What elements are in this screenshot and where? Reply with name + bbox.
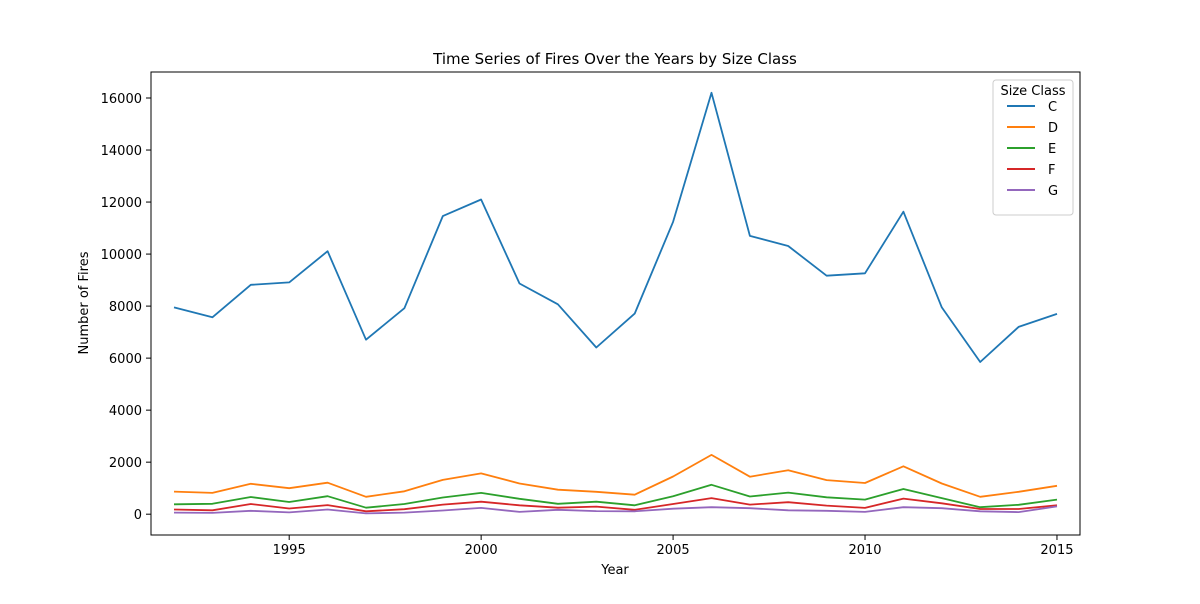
x-tick-label: 2010	[848, 543, 881, 558]
x-tick-label: 2015	[1040, 543, 1073, 558]
y-axis-label: Number of Fires	[77, 251, 92, 354]
y-tick-label: 12000	[101, 196, 142, 211]
series-lines	[173, 91, 1058, 515]
axes: 1995 2000 2005 2010 2015 0 2000 4000 6000 8000 100…	[101, 71, 1081, 558]
y-tick-label: 4000	[109, 404, 142, 419]
series-line-d	[173, 453, 1058, 498]
legend-label-d: D	[1048, 121, 1058, 136]
legend-title: Size Class	[1000, 84, 1065, 99]
y-tick-label: 10000	[101, 248, 142, 263]
series-line-g	[173, 505, 1058, 515]
y-tick-label: 16000	[101, 92, 142, 107]
y-tick-label: 6000	[109, 352, 142, 367]
x-axis-label: Year	[600, 563, 629, 578]
legend-label-f: F	[1048, 163, 1055, 178]
x-tick-label: 2005	[657, 543, 690, 558]
series-line-e	[173, 483, 1058, 509]
chart-title: Time Series of Fires Over the Years by S…	[432, 50, 797, 68]
y-tick-label: 0	[134, 508, 142, 523]
legend-label-e: E	[1048, 142, 1056, 157]
series-line-c	[173, 91, 1058, 363]
y-tick-label: 2000	[109, 456, 142, 471]
y-tick-label: 14000	[101, 144, 142, 159]
legend-label-g: G	[1048, 184, 1058, 199]
plot-frame	[150, 71, 1081, 536]
x-tick-label: 1995	[273, 543, 306, 558]
legend-label-c: C	[1048, 100, 1057, 115]
series-line-f	[173, 497, 1058, 513]
y-tick-label: 8000	[109, 300, 142, 315]
x-tick-label: 2000	[465, 543, 498, 558]
